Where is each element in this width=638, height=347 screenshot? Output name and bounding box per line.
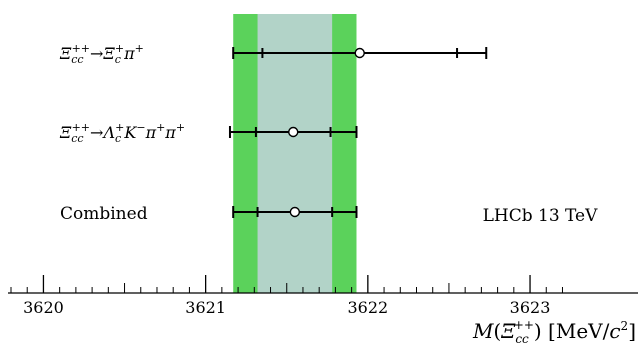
label-part: cc [71,132,83,145]
x-tick-label: 3623 [510,298,551,317]
label-part: + [115,121,124,134]
label-part: Ξ [102,44,115,63]
label-part: π [164,123,176,142]
x-label-open: ( [493,319,501,343]
stat-uncertainty-band [257,14,333,293]
label-part: ++ [72,121,90,134]
label-part: K [123,123,137,142]
x-label-end: ] [628,319,636,343]
label-part: Λ [101,123,115,142]
measurement-point [228,126,358,138]
x-label-sub: cc [515,332,529,346]
measurement-point [232,47,488,59]
central-value-marker [288,126,299,138]
x-label-c: c [609,319,620,343]
row-label-combined: Combined [60,204,148,224]
measurement-points [228,47,488,218]
central-value-marker [354,47,365,59]
label-part: − [136,121,145,134]
x-tick-label: 3622 [347,298,388,317]
central-value-marker [289,206,301,218]
label-part: Ξ [59,44,72,63]
label-part: c [115,53,121,66]
label-part: cc [71,53,83,66]
x-tick-label: 3620 [23,298,64,317]
x-axis-label: M(Ξcc++) [MeV/c2] [472,318,636,346]
combined-band [233,14,357,293]
x-axis: 3620 3621 3622 3623 [8,275,638,317]
label-part: π [145,123,157,142]
label-part: c [115,132,121,145]
label-part: + [176,121,185,134]
x-tick-label: 3621 [185,298,226,317]
x-label-m: M [472,319,494,343]
label-part: + [115,42,124,55]
x-label-xi: Ξ [500,319,516,343]
label-part: π [123,44,135,63]
x-label-sup: ++ [514,318,534,332]
measurement-point [232,206,358,218]
label-part: + [135,42,144,55]
label-part: ++ [72,42,90,55]
row-label-lambdac-k-pi-pi: Ξcc++→Λc+K−π+π+ [59,121,185,145]
x-label-c-sup: 2 [621,319,629,333]
row-label-xic-pi: Ξcc++→Ξc+π+ [59,42,144,66]
experiment-annotation: LHCb 13 TeV [483,206,599,226]
label-part: Ξ [59,123,72,142]
measurement-labels: Ξcc++→Ξc+π+Ξcc++→Λc+K−π+π+Combined [59,42,185,224]
label-part: + [156,121,165,134]
label-part: → [90,123,103,142]
x-label-unit: ) [MeV/ [534,319,610,343]
label-part: → [90,44,103,63]
